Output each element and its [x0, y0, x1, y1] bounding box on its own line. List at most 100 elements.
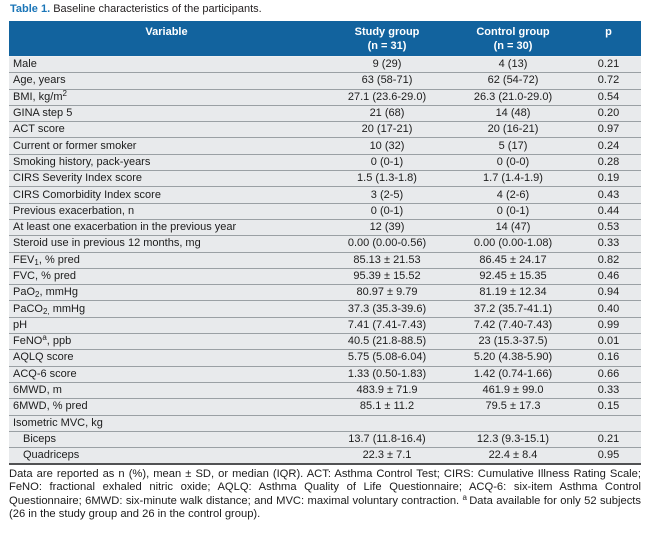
page: Table 1. Baseline characteristics of the… — [9, 3, 641, 521]
cell-control: 86.45 ± 24.17 — [450, 251, 576, 269]
cell-variable: ACT score — [9, 121, 324, 138]
table-row: PaO2, mmHg 80.97 ± 9.79 81.19 ± 12.34 0.94 — [9, 284, 641, 301]
cell-study: 21 (68) — [324, 104, 450, 122]
cell-control: 4 (13) — [450, 55, 576, 73]
table-row: At least one exacerbation in the previou… — [9, 218, 641, 236]
cell-p — [576, 414, 641, 432]
cell-control: 0 (0-1) — [450, 202, 576, 220]
cell-control: 5.20 (4.38-5.90) — [450, 349, 576, 367]
cell-control: 461.9 ± 99.0 — [450, 381, 576, 399]
cell-variable: Quadriceps — [9, 447, 324, 465]
cell-p: 0.21 — [576, 55, 641, 73]
table-row: Isometric MVC, kg — [9, 414, 641, 432]
column-header-variable: Variable — [9, 21, 324, 57]
cell-control: 7.42 (7.40-7.43) — [450, 316, 576, 334]
cell-p: 0.28 — [576, 153, 641, 171]
cell-study — [324, 414, 450, 432]
table-row: PaCO2, mmHg 37.3 (35.3-39.6) 37.2 (35.7-41… — [9, 300, 641, 318]
cell-p: 0.46 — [576, 267, 641, 285]
cell-study: 10 (32) — [324, 137, 450, 155]
cell-control: 23 (15.3-37.5) — [450, 333, 576, 350]
cell-p: 0.72 — [576, 72, 641, 90]
cell-variable: Isometric MVC, kg — [9, 414, 324, 432]
cell-variable: Steroid use in previous 12 months, mg — [9, 235, 324, 253]
table-row: CIRS Comorbidity Index score 3 (2-5) 4 (2-… — [9, 186, 641, 204]
cell-variable: Previous exacerbation, n — [9, 202, 324, 220]
cell-p: 0.01 — [576, 333, 641, 350]
table-row: FeNOa, ppb 40.5 (21.8-88.5) 23 (15.3-37.5)… — [9, 333, 641, 350]
cell-study: 20 (17-21) — [324, 121, 450, 138]
table-row: Current or former smoker 10 (32) 5 (17) 0.2… — [9, 137, 641, 155]
cell-variable: FEV1, % pred — [9, 251, 324, 269]
cell-study: 27.1 (23.6-29.0) — [324, 88, 450, 106]
table-row: AQLQ score 5.75 (5.08-6.04) 5.20 (4.38-5.9… — [9, 349, 641, 367]
cell-p: 0.95 — [576, 447, 641, 465]
cell-p: 0.19 — [576, 170, 641, 187]
table-caption-label: Table 1. — [10, 3, 51, 15]
cell-control: 62 (54-72) — [450, 72, 576, 90]
cell-study: 37.3 (35.3-39.6) — [324, 300, 450, 318]
cell-variable: At least one exacerbation in the previou… — [9, 218, 324, 236]
cell-control — [450, 414, 576, 432]
table-row: FEV1, % pred 85.13 ± 21.53 86.45 ± 24.17 0.… — [9, 251, 641, 269]
cell-variable: GINA step 5 — [9, 104, 324, 122]
cell-control: 22.4 ± 8.4 — [450, 447, 576, 465]
cell-variable: Age, years — [9, 72, 324, 90]
cell-study: 95.39 ± 15.52 — [324, 267, 450, 285]
cell-p: 0.97 — [576, 121, 641, 138]
table-footnote: Data are reported as n (%), mean ± SD, o… — [9, 467, 641, 521]
cell-study: 1.33 (0.50-1.83) — [324, 365, 450, 383]
table-row: 6MWD, m 483.9 ± 71.9 461.9 ± 99.0 0.33 — [9, 381, 641, 399]
cell-control: 5 (17) — [450, 137, 576, 155]
cell-study: 0.00 (0.00-0.56) — [324, 235, 450, 253]
cell-study: 0 (0-1) — [324, 153, 450, 171]
cell-study: 40.5 (21.8-88.5) — [324, 333, 450, 350]
cell-control: 1.42 (0.74-1.66) — [450, 365, 576, 383]
cell-study: 483.9 ± 71.9 — [324, 381, 450, 399]
cell-study: 85.1 ± 11.2 — [324, 398, 450, 416]
table-row: ACQ-6 score 1.33 (0.50-1.83) 1.42 (0.74-1.… — [9, 365, 641, 383]
cell-p: 0.24 — [576, 137, 641, 155]
table-caption-text: Baseline characteristics of the particip… — [53, 3, 262, 15]
table-caption: Table 1. Baseline characteristics of the… — [10, 3, 641, 16]
cell-variable: BMI, kg/m2 — [9, 88, 324, 106]
cell-study: 7.41 (7.41-7.43) — [324, 316, 450, 334]
table-body: Male 9 (29) 4 (13) 0.21 Age, years 63 (58-71)… — [9, 55, 641, 465]
cell-variable: Current or former smoker — [9, 137, 324, 155]
table-row: Biceps 13.7 (11.8-16.4) 12.3 (9.3-15.1) 0.2… — [9, 430, 641, 448]
table-row: GINA step 5 21 (68) 14 (48) 0.20 — [9, 104, 641, 122]
cell-control: 81.19 ± 12.34 — [450, 284, 576, 301]
column-header-study-group: Study group (n = 31) — [324, 21, 450, 57]
table-row: CIRS Severity Index score 1.5 (1.3-1.8) 1.… — [9, 170, 641, 187]
cell-study: 85.13 ± 21.53 — [324, 251, 450, 269]
cell-control: 14 (47) — [450, 218, 576, 236]
cell-control: 0.00 (0.00-1.08) — [450, 235, 576, 253]
cell-p: 0.53 — [576, 218, 641, 236]
cell-p: 0.54 — [576, 88, 641, 106]
cell-variable: AQLQ score — [9, 349, 324, 367]
cell-p: 0.16 — [576, 349, 641, 367]
column-header-control-group: Control group (n = 30) — [450, 21, 576, 57]
table-row: ACT score 20 (17-21) 20 (16-21) 0.97 — [9, 121, 641, 138]
cell-control: 26.3 (21.0-29.0) — [450, 88, 576, 106]
cell-variable: Smoking history, pack-years — [9, 153, 324, 171]
table-row: pH 7.41 (7.41-7.43) 7.42 (7.40-7.43) 0.99 — [9, 316, 641, 334]
cell-control: 1.7 (1.4-1.9) — [450, 170, 576, 187]
cell-variable: 6MWD, % pred — [9, 398, 324, 416]
cell-study: 63 (58-71) — [324, 72, 450, 90]
cell-control: 12.3 (9.3-15.1) — [450, 430, 576, 448]
cell-p: 0.21 — [576, 430, 641, 448]
baseline-characteristics-table: Variable Study group (n = 31) Control group… — [9, 21, 641, 465]
cell-p: 0.15 — [576, 398, 641, 416]
table-row: Male 9 (29) 4 (13) 0.21 — [9, 55, 641, 73]
cell-study: 80.97 ± 9.79 — [324, 284, 450, 301]
cell-control: 20 (16-21) — [450, 121, 576, 138]
table-row: Age, years 63 (58-71) 62 (54-72) 0.72 — [9, 72, 641, 90]
cell-variable: CIRS Severity Index score — [9, 170, 324, 187]
cell-study: 9 (29) — [324, 55, 450, 73]
table-row: BMI, kg/m2 27.1 (23.6-29.0) 26.3 (21.0-29.… — [9, 88, 641, 106]
cell-variable: PaO2, mmHg — [9, 284, 324, 301]
table-row: Quadriceps 22.3 ± 7.1 22.4 ± 8.4 0.95 — [9, 447, 641, 465]
cell-variable: pH — [9, 316, 324, 334]
